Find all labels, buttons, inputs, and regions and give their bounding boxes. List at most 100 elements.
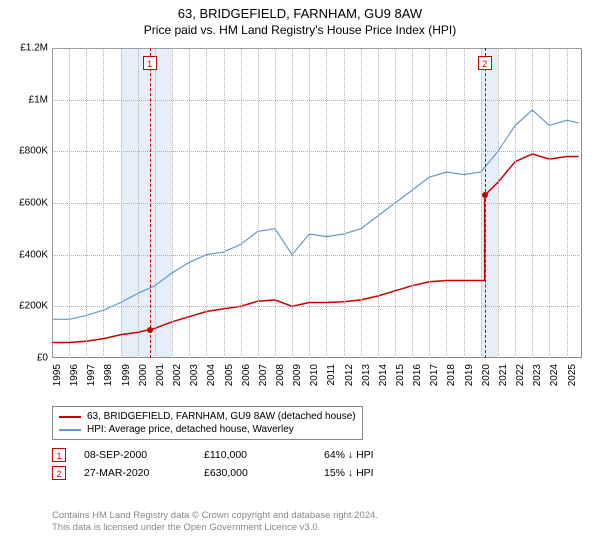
footer-line-1: Contains HM Land Registry data © Crown c… [52, 510, 378, 522]
marker-line [485, 48, 486, 358]
transaction-date: 27-MAR-2020 [84, 467, 204, 479]
y-axis-label: £600K [4, 198, 48, 209]
x-axis-label: 1999 [121, 364, 132, 392]
x-axis-label: 2000 [138, 364, 149, 392]
x-axis-label: 2006 [241, 364, 252, 392]
transaction-date: 08-SEP-2000 [84, 449, 204, 461]
y-axis-label: £800K [4, 146, 48, 157]
gridline-vertical [52, 48, 53, 358]
gridline-vertical [138, 48, 139, 358]
x-axis-label: 2001 [155, 364, 166, 392]
transaction-marker: 2 [52, 466, 66, 480]
x-axis-label: 2013 [361, 364, 372, 392]
gridline-horizontal [52, 100, 582, 101]
gridline-vertical [309, 48, 310, 358]
gridline-vertical [344, 48, 345, 358]
x-axis-label: 1998 [103, 364, 114, 392]
y-axis-label: £200K [4, 301, 48, 312]
legend-swatch [59, 429, 81, 431]
gridline-vertical [241, 48, 242, 358]
transactions-table: 1 08-SEP-2000£110,00064% ↓ HPI 2 27-MAR-202… [52, 446, 404, 482]
transaction-marker: 1 [52, 448, 66, 462]
gridline-horizontal [52, 306, 582, 307]
x-axis-label: 2018 [446, 364, 457, 392]
marker-line [150, 48, 151, 358]
transaction-diff: 15% ↓ HPI [324, 467, 404, 479]
gridline-horizontal [52, 203, 582, 204]
chart-subtitle: Price paid vs. HM Land Registry's House … [0, 21, 600, 41]
gridline-vertical [121, 48, 122, 358]
x-axis-label: 2016 [412, 364, 423, 392]
gridline-horizontal [52, 48, 582, 49]
x-axis-label: 2004 [206, 364, 217, 392]
gridline-vertical [189, 48, 190, 358]
transaction-row: 2 27-MAR-2020£630,00015% ↓ HPI [52, 464, 404, 482]
gridline-vertical [532, 48, 533, 358]
x-axis-label: 2024 [549, 364, 560, 392]
x-axis-label: 2017 [429, 364, 440, 392]
marker-dot [147, 327, 153, 333]
x-axis-label: 1996 [69, 364, 80, 392]
series-hpi [52, 110, 579, 319]
series-property [52, 154, 579, 343]
gridline-vertical [446, 48, 447, 358]
transaction-diff: 64% ↓ HPI [324, 449, 404, 461]
gridline-vertical [549, 48, 550, 358]
marker-badge: 1 [143, 56, 157, 70]
x-axis-label: 2007 [258, 364, 269, 392]
gridline-horizontal [52, 151, 582, 152]
gridline-vertical [275, 48, 276, 358]
x-axis-label: 2002 [172, 364, 183, 392]
legend-label: HPI: Average price, detached house, Wave… [87, 424, 294, 435]
x-axis-label: 2009 [292, 364, 303, 392]
x-axis-label: 2021 [498, 364, 509, 392]
gridline-horizontal [52, 255, 582, 256]
y-axis-label: £1M [4, 94, 48, 105]
x-axis-label: 2023 [532, 364, 543, 392]
gridline-vertical [378, 48, 379, 358]
gridline-vertical [206, 48, 207, 358]
legend-item: 63, BRIDGEFIELD, FARNHAM, GU9 8AW (detac… [59, 410, 356, 423]
marker-dot [482, 192, 488, 198]
gridline-vertical [292, 48, 293, 358]
x-axis-label: 1997 [86, 364, 97, 392]
x-axis-label: 2025 [567, 364, 578, 392]
gridline-vertical [103, 48, 104, 358]
transaction-price: £110,000 [204, 449, 324, 461]
chart-container: 63, BRIDGEFIELD, FARNHAM, GU9 8AW Price … [0, 0, 600, 560]
x-axis-label: 1995 [52, 364, 63, 392]
x-axis-label: 2022 [515, 364, 526, 392]
gridline-vertical [515, 48, 516, 358]
x-axis-label: 2020 [481, 364, 492, 392]
gridline-vertical [412, 48, 413, 358]
gridline-vertical [86, 48, 87, 358]
gridline-vertical [498, 48, 499, 358]
x-axis-label: 2012 [344, 364, 355, 392]
x-axis-label: 2008 [275, 364, 286, 392]
legend: 63, BRIDGEFIELD, FARNHAM, GU9 8AW (detac… [52, 406, 363, 440]
x-axis-label: 2010 [309, 364, 320, 392]
y-axis-label: £1.2M [4, 43, 48, 54]
transaction-price: £630,000 [204, 467, 324, 479]
gridline-vertical [69, 48, 70, 358]
legend-swatch [59, 416, 81, 418]
x-axis-label: 2019 [464, 364, 475, 392]
y-axis-label: £400K [4, 249, 48, 260]
x-axis-label: 2015 [395, 364, 406, 392]
legend-label: 63, BRIDGEFIELD, FARNHAM, GU9 8AW (detac… [87, 411, 356, 422]
x-axis-label: 2005 [224, 364, 235, 392]
transaction-row: 1 08-SEP-2000£110,00064% ↓ HPI [52, 446, 404, 464]
legend-item: HPI: Average price, detached house, Wave… [59, 423, 356, 436]
x-axis-label: 2014 [378, 364, 389, 392]
gridline-vertical [481, 48, 482, 358]
gridline-vertical [224, 48, 225, 358]
gridline-vertical [395, 48, 396, 358]
x-axis-label: 2011 [326, 364, 337, 392]
gridline-vertical [258, 48, 259, 358]
gridline-vertical [172, 48, 173, 358]
plot-area: 12 [52, 48, 582, 358]
gridline-vertical [567, 48, 568, 358]
footer-attribution: Contains HM Land Registry data © Crown c… [52, 510, 378, 535]
footer-line-2: This data is licensed under the Open Gov… [52, 522, 378, 534]
gridline-vertical [429, 48, 430, 358]
